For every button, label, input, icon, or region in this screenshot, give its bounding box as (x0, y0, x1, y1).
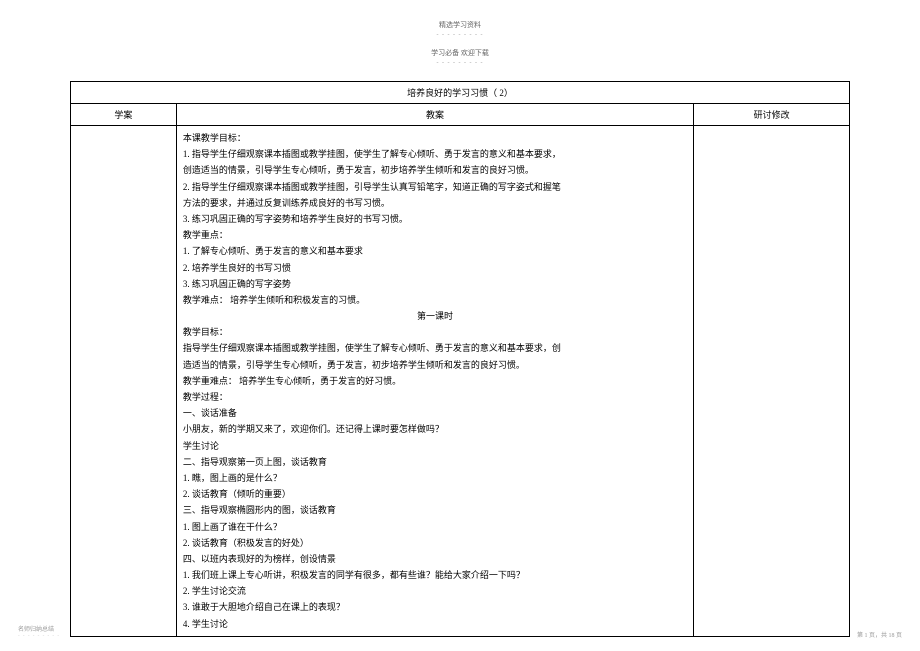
content-line: 1. 指导学生仔细观察课本插图或教学挂图，使学生了解专心倾听、勇于发言的意义和基… (183, 146, 687, 162)
lesson-table: 培养良好的学习习惯（ 2） 学案 教案 研讨修改 本课教学目标： 1. 指导学生… (70, 81, 850, 637)
cell-xuean (71, 126, 177, 637)
col-header-2: 教案 (176, 104, 693, 126)
content-line: 二、指导观察第一页上图，谈话教育 (183, 454, 687, 470)
header-sub-dots: - - - - - - - - - (70, 60, 850, 66)
content-line-center: 第一课时 (183, 308, 687, 324)
content-line: 2. 学生讨论交流 (183, 583, 687, 599)
content-line: 教学难点： 培养学生倾听和积极发言的习惯。 (183, 292, 687, 308)
content-line: 1. 图上画了谁在干什么？ (183, 519, 687, 535)
content-line: 2. 指导学生仔细观察课本插图或教学挂图，引导学生认真写铅笔字，知道正确的写字姿… (183, 179, 687, 195)
content-line: 2. 谈话教育（倾听的重要） (183, 486, 687, 502)
content-line: 1. 了解专心倾听、勇于发言的意义和基本要求 (183, 243, 687, 259)
content-line: 4. 学生讨论 (183, 616, 687, 632)
cell-jiaoan: 本课教学目标： 1. 指导学生仔细观察课本插图或教学挂图，使学生了解专心倾听、勇… (176, 126, 693, 637)
cell-yantao (694, 126, 850, 637)
header-sub: 学习必备 欢迎下载 (70, 48, 850, 58)
content-line: 四、以班内表现好的为榜样，创设情景 (183, 551, 687, 567)
content-line: 教学重难点： 培养学生专心倾听，勇于发言的好习惯。 (183, 373, 687, 389)
content-line: 教学过程： (183, 389, 687, 405)
content-line: 小朋友，新的学期又来了，欢迎你们。还记得上课时要怎样做吗？ (183, 421, 687, 437)
col-header-1: 学案 (71, 104, 177, 126)
content-line: 指导学生仔细观察课本插图或教学挂图，使学生了解专心倾听、勇于发言的意义和基本要求… (183, 340, 687, 356)
footer-left: 名师归纳总结 - - - - - - - - - (18, 624, 60, 639)
content-line: 3. 练习巩固正确的写字姿势 (183, 276, 687, 292)
footer-right: 第 1 页，共 18 页 (857, 630, 902, 639)
content-line: 1. 瞧，图上画的是什么？ (183, 470, 687, 486)
content-line: 学生讨论 (183, 438, 687, 454)
content-line: 教学重点： (183, 227, 687, 243)
content-line: 一、谈话准备 (183, 405, 687, 421)
content-line: 教学目标： (183, 324, 687, 340)
content-line: 方法的要求，并通过反复训练养成良好的书写习惯。 (183, 195, 687, 211)
header-top: 精选学习资料 (70, 20, 850, 30)
header-dots: - - - - - - - - - (70, 32, 850, 38)
content-line: 2. 培养学生良好的书写习惯 (183, 260, 687, 276)
content-line: 创造适当的情景，引导学生专心倾听，勇于发言，初步培养学生倾听和发言的良好习惯。 (183, 162, 687, 178)
content-line: 2. 谈话教育（积极发言的好处） (183, 535, 687, 551)
content-line: 3. 练习巩固正确的写字姿势和培养学生良好的书写习惯。 (183, 211, 687, 227)
content-line: 1. 我们班上课上专心听讲，积极发言的同学有很多，都有些谁？能给大家介绍一下吗？ (183, 567, 687, 583)
content-line: 造适当的情景，引导学生专心倾听，勇于发言，初步培养学生倾听和发言的良好习惯。 (183, 357, 687, 373)
table-title: 培养良好的学习习惯（ 2） (71, 82, 850, 104)
col-header-3: 研讨修改 (694, 104, 850, 126)
content-line: 本课教学目标： (183, 130, 687, 146)
content-line: 三、指导观察椭圆形内的图，谈话教育 (183, 502, 687, 518)
content-line: 3. 谁敢于大胆地介绍自己在课上的表现？ (183, 599, 687, 615)
